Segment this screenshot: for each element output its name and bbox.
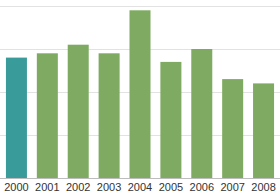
grid-line: [0, 6, 280, 7]
x-tick-label: 2004: [128, 181, 152, 193]
x-tick-label: 2006: [190, 181, 214, 193]
grid-line: [0, 178, 280, 179]
bar: [68, 45, 89, 178]
bar: [6, 58, 27, 178]
x-tick-label: 2005: [159, 181, 183, 193]
bar: [222, 79, 243, 178]
chart: 2000 2001 2002 2003 2004 2005 2006 2007 2008: [0, 0, 280, 195]
x-tick-label: 2007: [220, 181, 244, 193]
bar: [99, 53, 120, 178]
bar: [37, 53, 58, 178]
x-tick-label: 2001: [35, 181, 59, 193]
x-tick-label: 2002: [66, 181, 90, 193]
bar: [191, 49, 212, 178]
bar: [253, 83, 274, 178]
x-tick-label: 2008: [251, 181, 275, 193]
x-tick-label: 2003: [97, 181, 121, 193]
bar: [160, 62, 181, 178]
bars: [6, 10, 274, 178]
x-tick-label: 2000: [4, 181, 28, 193]
bar: [129, 10, 150, 178]
chart-container: 2000 2001 2002 2003 2004 2005 2006 2007 2008: [0, 0, 280, 195]
